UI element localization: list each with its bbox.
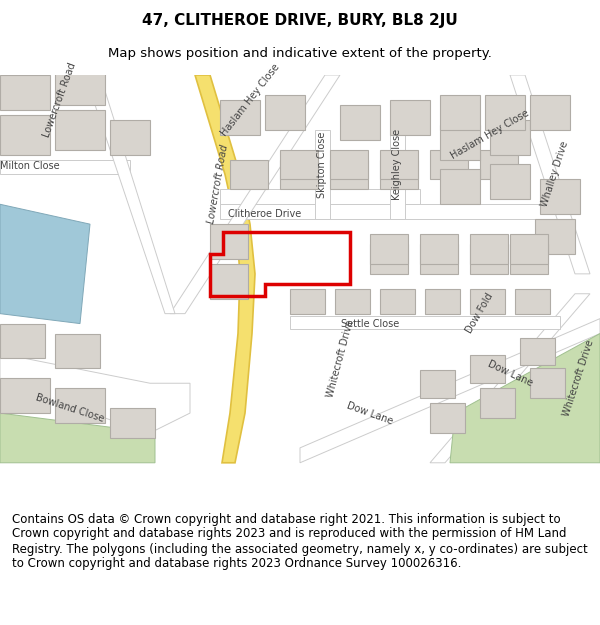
Polygon shape <box>440 169 480 204</box>
Text: Lowercroft Road: Lowercroft Road <box>206 144 230 225</box>
Text: Contains OS data © Crown copyright and database right 2021. This information is : Contains OS data © Crown copyright and d… <box>12 512 588 571</box>
Polygon shape <box>380 289 415 314</box>
Polygon shape <box>370 234 408 264</box>
Text: Dow Lane: Dow Lane <box>486 359 534 388</box>
Polygon shape <box>210 224 248 259</box>
Polygon shape <box>530 368 565 398</box>
Polygon shape <box>510 75 590 274</box>
Polygon shape <box>110 120 150 154</box>
Polygon shape <box>420 244 458 274</box>
Polygon shape <box>0 378 50 413</box>
Text: 47, CLITHEROE DRIVE, BURY, BL8 2JU: 47, CLITHEROE DRIVE, BURY, BL8 2JU <box>142 14 458 29</box>
Polygon shape <box>220 204 560 219</box>
Polygon shape <box>470 356 505 383</box>
Text: Whitecroft Drive: Whitecroft Drive <box>325 319 355 398</box>
Polygon shape <box>0 353 190 433</box>
Polygon shape <box>425 289 460 314</box>
Text: Haslam Hey Close: Haslam Hey Close <box>449 108 531 161</box>
Polygon shape <box>110 408 155 438</box>
Polygon shape <box>485 95 525 130</box>
Text: Whalley Drive: Whalley Drive <box>539 141 571 209</box>
Polygon shape <box>480 388 515 418</box>
Polygon shape <box>380 159 418 189</box>
Polygon shape <box>195 75 255 462</box>
Text: Milton Close: Milton Close <box>0 161 60 171</box>
Polygon shape <box>0 413 155 462</box>
Polygon shape <box>0 324 45 358</box>
Polygon shape <box>55 110 105 149</box>
Text: Lowercroft Road: Lowercroft Road <box>42 61 78 139</box>
Polygon shape <box>335 289 370 314</box>
Polygon shape <box>470 289 505 314</box>
Polygon shape <box>170 75 340 314</box>
Polygon shape <box>490 120 530 154</box>
Text: Dow Lane: Dow Lane <box>346 400 394 426</box>
Polygon shape <box>315 130 330 219</box>
Polygon shape <box>450 334 600 462</box>
Polygon shape <box>280 159 318 189</box>
Polygon shape <box>390 100 430 134</box>
Polygon shape <box>330 149 368 179</box>
Text: Dow Fold: Dow Fold <box>464 292 496 336</box>
Polygon shape <box>510 234 548 264</box>
Polygon shape <box>420 234 458 264</box>
Polygon shape <box>0 75 50 110</box>
Text: Skipton Close: Skipton Close <box>317 131 327 198</box>
Text: Bowland Close: Bowland Close <box>35 392 106 424</box>
Polygon shape <box>370 244 408 274</box>
Text: Keighley Close: Keighley Close <box>392 129 402 200</box>
Polygon shape <box>85 75 175 314</box>
Polygon shape <box>520 338 555 366</box>
Polygon shape <box>540 179 580 214</box>
Text: Whitecroft Drive: Whitecroft Drive <box>561 339 595 418</box>
Polygon shape <box>380 149 418 179</box>
Polygon shape <box>530 95 570 130</box>
Polygon shape <box>430 149 468 179</box>
Polygon shape <box>280 149 318 179</box>
Text: Clitheroe Drive: Clitheroe Drive <box>228 209 301 219</box>
Text: Haslam Hey Close: Haslam Hey Close <box>219 62 281 138</box>
Polygon shape <box>535 219 575 254</box>
Polygon shape <box>265 95 305 130</box>
Polygon shape <box>490 164 530 199</box>
Polygon shape <box>55 388 105 423</box>
Polygon shape <box>55 334 100 368</box>
Polygon shape <box>340 105 380 139</box>
Text: Map shows position and indicative extent of the property.: Map shows position and indicative extent… <box>108 48 492 61</box>
Polygon shape <box>430 403 465 433</box>
Polygon shape <box>55 70 105 105</box>
Polygon shape <box>440 125 480 159</box>
Polygon shape <box>300 319 600 462</box>
Polygon shape <box>470 244 508 274</box>
Polygon shape <box>510 244 548 274</box>
Polygon shape <box>0 115 50 154</box>
Polygon shape <box>470 234 508 264</box>
Polygon shape <box>0 204 90 324</box>
Text: Settle Close: Settle Close <box>341 319 399 329</box>
Polygon shape <box>440 95 480 130</box>
Polygon shape <box>220 100 260 134</box>
Polygon shape <box>390 125 405 219</box>
Polygon shape <box>210 264 248 299</box>
Polygon shape <box>290 316 560 329</box>
Polygon shape <box>290 289 325 314</box>
Polygon shape <box>420 370 455 398</box>
Polygon shape <box>515 289 550 314</box>
Polygon shape <box>430 294 590 462</box>
Polygon shape <box>230 159 268 189</box>
Polygon shape <box>220 189 420 204</box>
Polygon shape <box>0 159 130 174</box>
Polygon shape <box>330 159 368 189</box>
Polygon shape <box>480 149 518 179</box>
